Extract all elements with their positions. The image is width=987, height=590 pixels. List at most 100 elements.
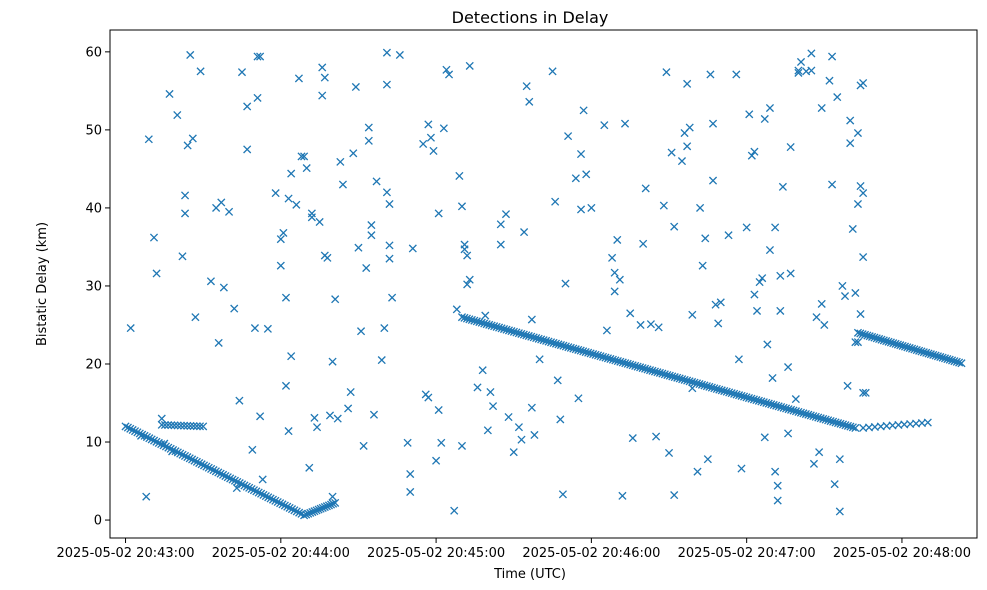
track-point	[329, 499, 338, 508]
scatter-point	[481, 311, 490, 320]
track-point	[278, 500, 287, 509]
track-point	[884, 337, 893, 346]
track-point	[228, 475, 237, 484]
scatter-point	[279, 228, 288, 237]
scatter-point	[333, 414, 342, 423]
scatter-point	[564, 132, 573, 141]
track-point	[700, 381, 709, 390]
track-point	[497, 324, 506, 333]
track-point	[524, 331, 533, 341]
track-point	[628, 361, 637, 370]
track-point	[705, 382, 714, 391]
scatter-point	[300, 152, 309, 161]
track-point	[273, 497, 282, 507]
track-point	[126, 424, 135, 433]
scatter-point	[853, 199, 863, 209]
track-point	[179, 421, 189, 430]
track-point	[690, 378, 699, 387]
scatter-point	[571, 174, 580, 183]
scatter-point	[263, 324, 272, 333]
scatter-point	[553, 376, 562, 385]
track-point	[195, 458, 204, 468]
track-point	[465, 315, 474, 324]
track-point	[611, 356, 620, 365]
track-point	[591, 350, 600, 359]
scatter-point	[667, 148, 676, 157]
track-point	[715, 385, 724, 394]
track-point	[648, 366, 657, 375]
track-point	[517, 329, 526, 338]
y-tick-label: 20	[85, 357, 102, 372]
track-point	[304, 509, 313, 518]
scatter-point	[807, 49, 816, 58]
scatter-point	[835, 455, 844, 464]
track-point	[596, 352, 605, 361]
track-point	[658, 369, 667, 378]
y-tick-label: 0	[94, 514, 102, 529]
scatter-point	[835, 507, 844, 516]
scatter-point	[773, 481, 782, 490]
scatter-point	[527, 403, 536, 412]
y-tick-label: 50	[85, 123, 102, 138]
track-point	[537, 335, 546, 344]
track-point	[707, 383, 716, 392]
scatter-point	[346, 388, 355, 397]
scatter-point	[367, 231, 376, 240]
track-point	[889, 339, 898, 348]
track-point	[697, 380, 707, 389]
scatter-point	[442, 65, 451, 74]
track-point	[264, 493, 273, 502]
track-point	[152, 437, 161, 446]
track-point	[831, 418, 840, 427]
scatter-point	[152, 269, 161, 278]
y-tick-label: 40	[85, 201, 102, 216]
track-point	[199, 461, 209, 470]
plot-area	[110, 30, 977, 538]
track-point	[710, 384, 719, 393]
track-point	[300, 511, 309, 520]
track-point	[952, 357, 961, 366]
track-point	[529, 333, 538, 342]
track-point	[841, 421, 850, 430]
track-point	[519, 330, 528, 339]
scatter-point	[364, 123, 373, 132]
scatter-point	[349, 149, 358, 158]
scatter-point	[848, 224, 857, 234]
scatter-point	[356, 327, 366, 336]
track-point	[804, 410, 813, 419]
track-point	[470, 316, 479, 325]
track-point	[912, 346, 921, 355]
track-point	[230, 476, 239, 485]
scatter-point	[765, 245, 775, 255]
track-point	[945, 355, 954, 364]
scatter-point	[758, 274, 767, 283]
scatter-point	[258, 475, 267, 484]
scatter-point	[724, 231, 733, 240]
track-point	[504, 326, 514, 335]
scatter-point	[576, 205, 586, 214]
scatter-point	[160, 439, 169, 448]
scatter-point	[608, 253, 617, 262]
track-point	[722, 387, 731, 396]
scatter-point	[281, 293, 291, 302]
track-point	[140, 431, 149, 440]
scatter-point	[838, 281, 847, 291]
y-axis-label: Bistatic Delay (km)	[35, 222, 50, 346]
track-point	[320, 502, 329, 512]
scatter-point	[276, 235, 285, 244]
y-tick-label: 10	[85, 436, 102, 451]
scatter-point	[331, 295, 340, 304]
scatter-point	[312, 423, 322, 432]
track-point	[922, 348, 931, 357]
scatter-point	[786, 269, 795, 278]
scatter-point	[191, 313, 200, 322]
track-point	[739, 392, 749, 401]
scatter-point	[305, 463, 314, 472]
track-point	[544, 337, 553, 346]
track-point	[601, 353, 610, 362]
track-point	[868, 332, 877, 341]
track-point	[606, 354, 615, 364]
scatter-point	[641, 184, 650, 193]
track-point	[917, 347, 926, 356]
track-point	[829, 417, 838, 426]
